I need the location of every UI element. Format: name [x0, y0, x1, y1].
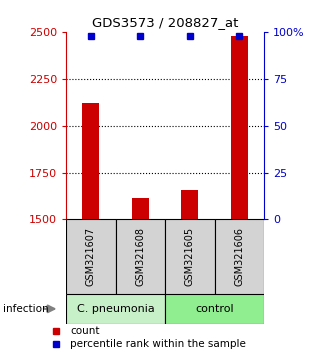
Bar	[214, 219, 264, 294]
Text: control: control	[195, 304, 234, 314]
Bar	[82, 103, 99, 219]
Text: percentile rank within the sample: percentile rank within the sample	[70, 339, 246, 349]
Text: GSM321607: GSM321607	[86, 227, 96, 286]
Title: GDS3573 / 208827_at: GDS3573 / 208827_at	[92, 16, 238, 29]
Bar	[66, 294, 165, 324]
Bar	[181, 190, 198, 219]
Text: infection: infection	[3, 304, 49, 314]
Bar	[231, 36, 248, 219]
Bar	[165, 219, 214, 294]
Text: C. pneumonia: C. pneumonia	[77, 304, 154, 314]
Bar	[66, 219, 115, 294]
Text: GSM321608: GSM321608	[135, 227, 145, 286]
Bar	[132, 198, 149, 219]
Text: GSM321606: GSM321606	[234, 227, 244, 286]
Bar	[165, 294, 264, 324]
Bar	[115, 219, 165, 294]
Text: count: count	[70, 326, 100, 336]
Text: GSM321605: GSM321605	[185, 227, 195, 286]
